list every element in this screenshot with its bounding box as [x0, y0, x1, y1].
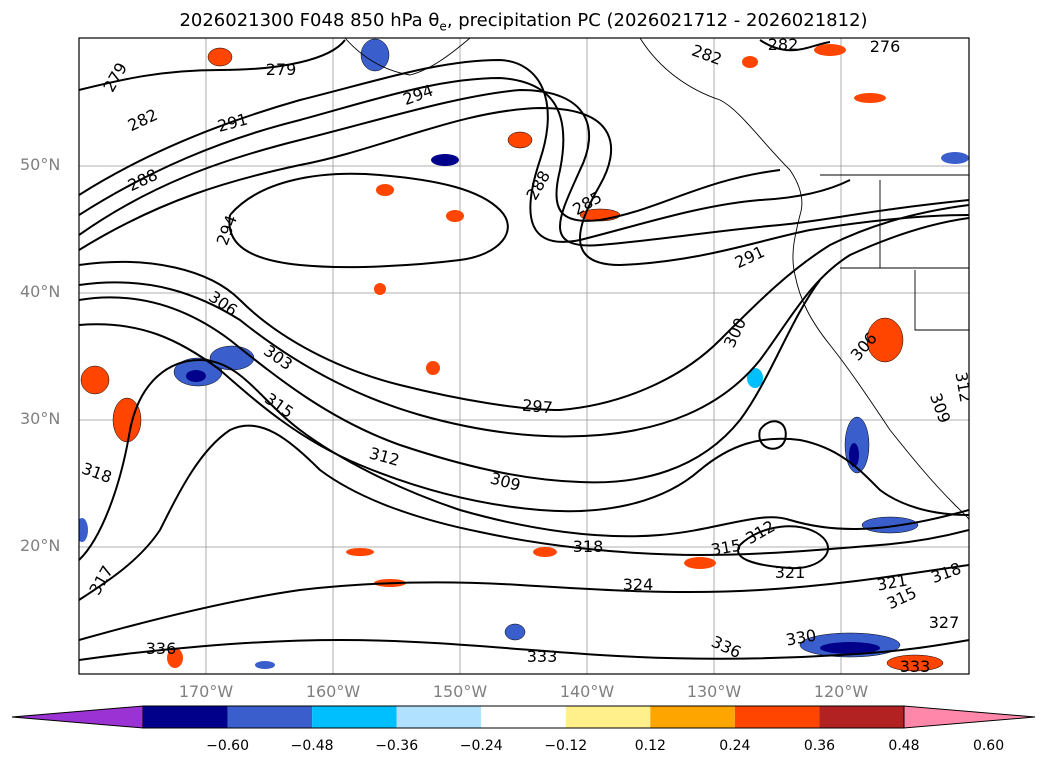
colorbar-cell [227, 706, 313, 728]
contour-label: 336 [146, 639, 177, 658]
colorbar-extend-low [11, 705, 144, 729]
colorbar-frame [142, 705, 905, 729]
contour-label: 297 [521, 396, 553, 418]
colorbar-cell [734, 706, 820, 728]
colorbar-tick-label: 0.24 [719, 738, 751, 754]
lat-label: 30°N [20, 409, 61, 428]
colorbar-tick-label: −0.12 [544, 738, 588, 754]
contour-label: 333 [527, 647, 558, 666]
colorbar-cells [143, 706, 904, 728]
lon-label: 170°W [178, 682, 234, 701]
colorbar-tick-label: 0.12 [634, 738, 666, 754]
colorbar-cell [143, 706, 228, 728]
contour-label: 312 [951, 370, 975, 403]
lon-label: 160°W [305, 682, 361, 701]
contour-label: 318 [573, 537, 604, 556]
colorbar-cell [565, 706, 651, 728]
contour-label: 282 [768, 35, 799, 54]
colorbar-tick-label: −0.24 [459, 738, 503, 754]
colorbar-cell [650, 706, 735, 728]
colorbar-cell [819, 706, 904, 728]
lat-label: 20°N [20, 536, 61, 555]
colorbar [11, 705, 1036, 729]
contour-label: 279 [266, 60, 297, 79]
contour-label: 321 [775, 563, 806, 582]
contour-lines [79, 39, 969, 661]
map-frame [78, 37, 970, 675]
map-plot: 279 282 288 291 294 294 279 282 276 282 … [78, 35, 975, 676]
colorbar-tick-label: −0.48 [290, 738, 334, 754]
lat-label: 50°N [20, 155, 61, 174]
colorbar-extend-high [903, 705, 1036, 729]
gridlines [79, 38, 969, 674]
contour-label: 327 [929, 613, 960, 632]
colorbar-tick-label: 0.48 [888, 738, 920, 754]
colorbar-cell [481, 706, 566, 728]
colorbar-cell [312, 706, 397, 728]
colorbar-cell [396, 706, 482, 728]
lon-label: 150°W [432, 682, 488, 701]
contour-label: 324 [623, 575, 654, 594]
precip-blobs [79, 38, 969, 672]
map-title: 2026021300 F048 850 hPa θe, precipitatio… [179, 10, 868, 34]
colorbar-tick-label: −0.36 [375, 738, 419, 754]
contour-label: 276 [870, 37, 901, 56]
coastline [344, 38, 969, 521]
colorbar-tick-label: 0.60 [972, 738, 1005, 754]
contour-label: 333 [900, 657, 931, 676]
colorbar-tick-label: 0.36 [803, 738, 836, 754]
lon-label: 140°W [559, 682, 615, 701]
lon-label: 120°W [813, 682, 869, 701]
lat-label: 40°N [20, 282, 61, 301]
colorbar-tick-label: −0.60 [206, 738, 249, 754]
lon-label: 130°W [686, 682, 742, 701]
